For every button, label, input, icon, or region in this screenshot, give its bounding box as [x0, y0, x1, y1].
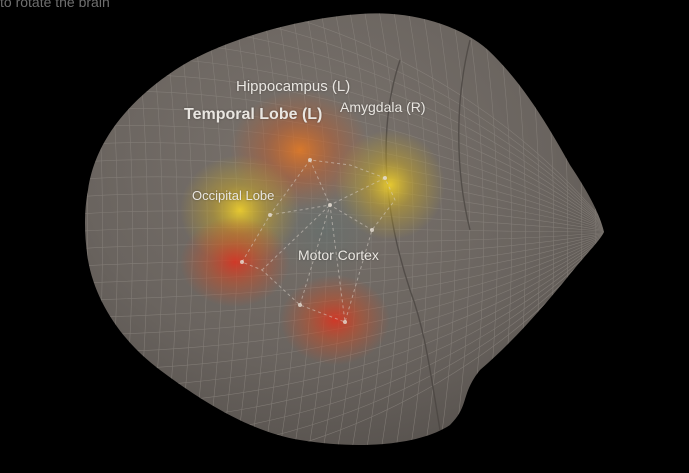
mesh-line: [421, 13, 442, 445]
mesh-line: [85, 13, 604, 223]
rotate-hint-text: to rotate the brain: [0, 0, 110, 10]
label-motor-cortex: Motor Cortex: [298, 247, 379, 263]
label-amygdala: Amygdala (R): [340, 99, 426, 115]
activation-motor: [280, 275, 390, 365]
mesh-line: [406, 13, 428, 445]
brain-fissure: [385, 59, 441, 431]
label-occipital-lobe: Occipital Lobe: [192, 188, 275, 203]
mesh-line: [85, 240, 604, 445]
mesh-line: [435, 13, 456, 445]
label-hippocampus: Hippocampus (L): [236, 78, 351, 95]
mesh-line: [85, 13, 604, 224]
mesh-line: [85, 13, 88, 445]
connectivity-nodes: [240, 158, 387, 324]
activation-center: [270, 180, 380, 280]
mesh-line: [450, 13, 470, 445]
mesh-line: [85, 241, 604, 445]
brain-fissure: [458, 39, 471, 231]
label-temporal-lobe: Temporal Lobe (L): [184, 106, 323, 123]
activation-heatmap: [180, 90, 445, 365]
activation-left-inferior: [180, 217, 290, 307]
